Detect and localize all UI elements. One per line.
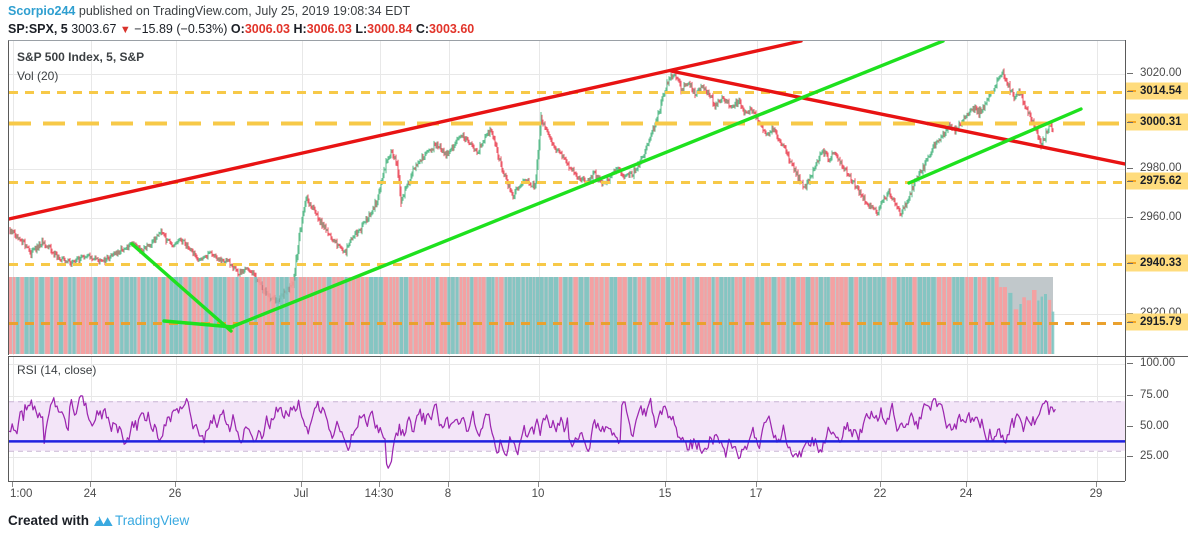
price-axis-tick	[1127, 181, 1133, 182]
rsi-chart-canvas[interactable]	[9, 357, 1125, 481]
close-value: 3003.60	[429, 22, 475, 36]
time-axis-tick	[90, 482, 91, 487]
wedge-base-green	[162, 319, 235, 329]
axis-pane-divider	[1126, 356, 1188, 357]
time-axis-label: 15	[658, 488, 672, 500]
rising-support-green-2	[907, 107, 1083, 185]
time-axis-tick	[175, 482, 176, 487]
falling-wedge-green	[130, 242, 233, 333]
high-label: H:	[293, 22, 307, 36]
time-axis-label: 8	[444, 488, 452, 500]
time-axis[interactable]: 1:00 24 26 Jul 14:30 8 10 15 17 22 24 29	[8, 481, 1125, 507]
price-axis-highlight	[1126, 113, 1188, 131]
price-axis-highlight	[1126, 254, 1188, 272]
time-axis-tick	[880, 482, 881, 487]
change-absolute: −15.89	[134, 22, 173, 36]
time-axis-label: 17	[749, 488, 763, 500]
rsi-axis-tick	[1127, 426, 1133, 427]
time-axis-tick	[12, 482, 13, 487]
price-pane[interactable]: S&P 500 Index, 5, S&P Vol (20)	[8, 40, 1125, 355]
publish-info-line: Scorpio244 published on TradingView.com,…	[8, 3, 410, 19]
volume-histogram	[9, 277, 1055, 354]
price-axis-highlight	[1126, 82, 1188, 100]
price-chart-canvas[interactable]	[9, 41, 1125, 355]
price-axis-tick	[1127, 322, 1133, 323]
price-axis[interactable]: 3020.00 3014.54 3000.31 2980.00 2975.62 2960.…	[1125, 40, 1188, 481]
price-axis-label: 3014.54	[1140, 85, 1182, 97]
created-with-label: Created with	[8, 513, 90, 528]
time-axis-tick	[448, 482, 449, 487]
last-price: 3003.67	[71, 22, 117, 36]
close-label: C:	[415, 22, 430, 36]
time-axis-label: 24	[959, 488, 973, 500]
time-axis-tick	[538, 482, 539, 487]
change-down-arrow-icon: ▼	[119, 24, 131, 36]
price-axis-tick	[1127, 122, 1133, 123]
symbol-label[interactable]: SP:SPX, 5	[8, 22, 68, 36]
price-axis-label: 3020.00	[1140, 67, 1182, 79]
time-axis-tick	[301, 482, 302, 487]
time-axis-tick	[966, 482, 967, 487]
price-axis-tick	[1127, 217, 1133, 218]
low-value: 3000.84	[367, 22, 413, 36]
time-axis-label: 10	[531, 488, 545, 500]
falling-resistance-red	[669, 69, 1125, 166]
low-label: L:	[355, 22, 368, 36]
time-axis-label: 26	[168, 488, 182, 500]
price-axis-tick	[1127, 91, 1133, 92]
rsi-axis-tick	[1127, 395, 1133, 396]
rsi-pane[interactable]: RSI (14, close)	[8, 356, 1125, 481]
price-axis-highlight	[1126, 172, 1188, 190]
rsi-axis-label: 75.00	[1140, 389, 1169, 401]
price-axis-label: 2980.00	[1140, 162, 1182, 174]
tradingview-brand-label[interactable]: TradingView	[115, 513, 190, 528]
time-axis-label: Jul	[293, 488, 309, 500]
open-label: O:	[230, 22, 245, 36]
price-axis-tick	[1127, 263, 1133, 264]
horizontal-level-lines	[9, 91, 1125, 325]
rsi-axis-label: 100.00	[1140, 357, 1176, 369]
time-axis-label: 22	[873, 488, 887, 500]
rising-resistance-red	[9, 41, 803, 221]
time-axis-tick	[379, 482, 380, 487]
time-axis-tick	[756, 482, 757, 487]
rsi-axis-label: 25.00	[1140, 450, 1169, 462]
price-axis-highlight	[1126, 313, 1188, 331]
time-axis-tick	[1096, 482, 1097, 487]
time-axis-label: 24	[83, 488, 97, 500]
price-axis-label: 2960.00	[1140, 211, 1182, 223]
price-axis-label: 2940.33	[1140, 257, 1182, 269]
rsi-line	[9, 395, 1056, 469]
author-name[interactable]: Scorpio244	[8, 4, 76, 18]
rising-support-green	[227, 41, 945, 330]
price-axis-label: 2915.79	[1140, 316, 1182, 328]
rsi-axis-tick	[1127, 456, 1133, 457]
tradingview-mountain-icon	[93, 514, 113, 528]
rsi-axis-tick	[1127, 363, 1133, 364]
time-axis-label: 1:00	[10, 488, 33, 500]
trendlines	[9, 41, 1125, 333]
price-axis-label: 3000.31	[1140, 116, 1182, 128]
price-axis-tick	[1127, 168, 1133, 169]
high-value: 3006.03	[306, 22, 352, 36]
open-value: 3006.03	[244, 22, 290, 36]
time-axis-label: 29	[1089, 488, 1103, 500]
candlestick-series	[9, 68, 1054, 304]
price-axis-label: 2975.62	[1140, 175, 1182, 187]
publish-meta: published on TradingView.com, July 25, 2…	[78, 4, 411, 18]
time-axis-label: 14:30	[364, 488, 394, 500]
rsi-axis-label: 50.00	[1140, 420, 1169, 432]
price-axis-tick	[1127, 73, 1133, 74]
change-percent: (−0.53%)	[176, 22, 228, 36]
footer-attribution: Created with TradingView	[8, 512, 189, 530]
time-axis-tick	[665, 482, 666, 487]
symbol-quote-line: SP:SPX, 5 3003.67 ▼ −15.89 (−0.53%) O:30…	[8, 21, 474, 38]
